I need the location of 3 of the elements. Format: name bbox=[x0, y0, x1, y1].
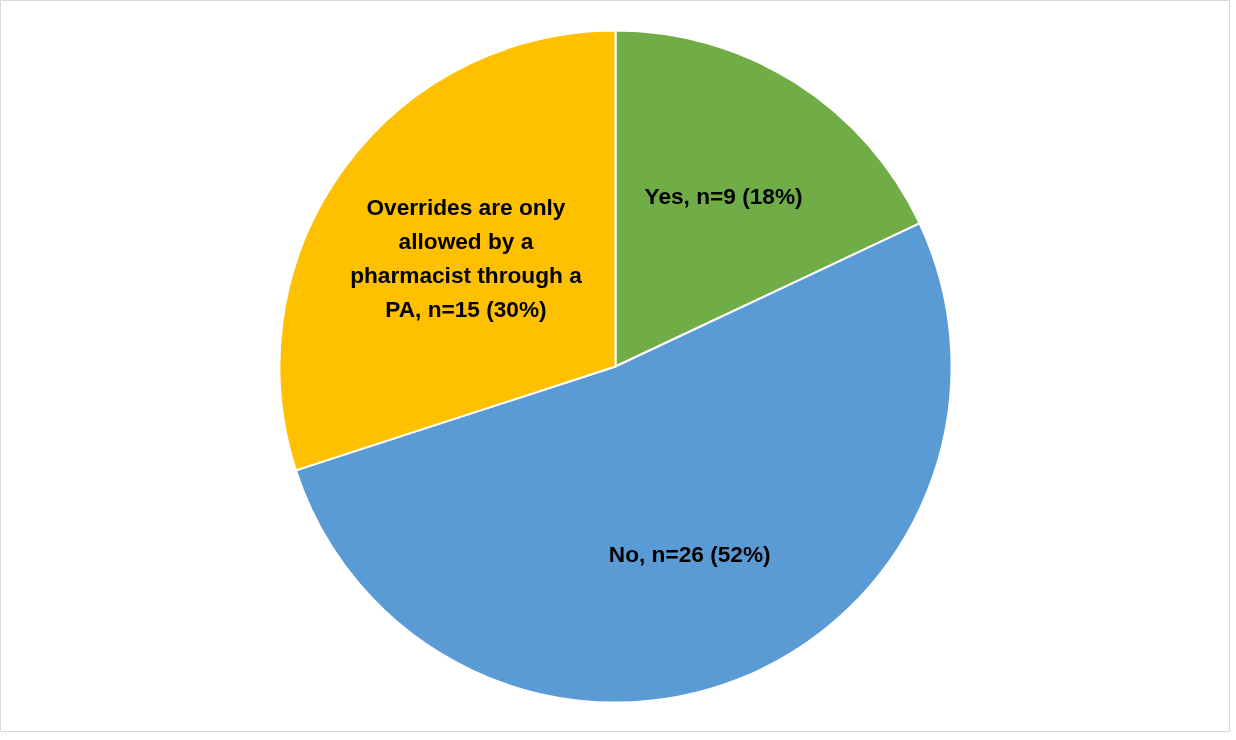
slice-label: No, n=26 (52%) bbox=[608, 540, 771, 567]
slice-label: Yes, n=9 (18%) bbox=[644, 183, 803, 210]
slice-label: Overrides are only allowed by a pharmacist through a PA, n=15 (30%) bbox=[350, 194, 583, 322]
